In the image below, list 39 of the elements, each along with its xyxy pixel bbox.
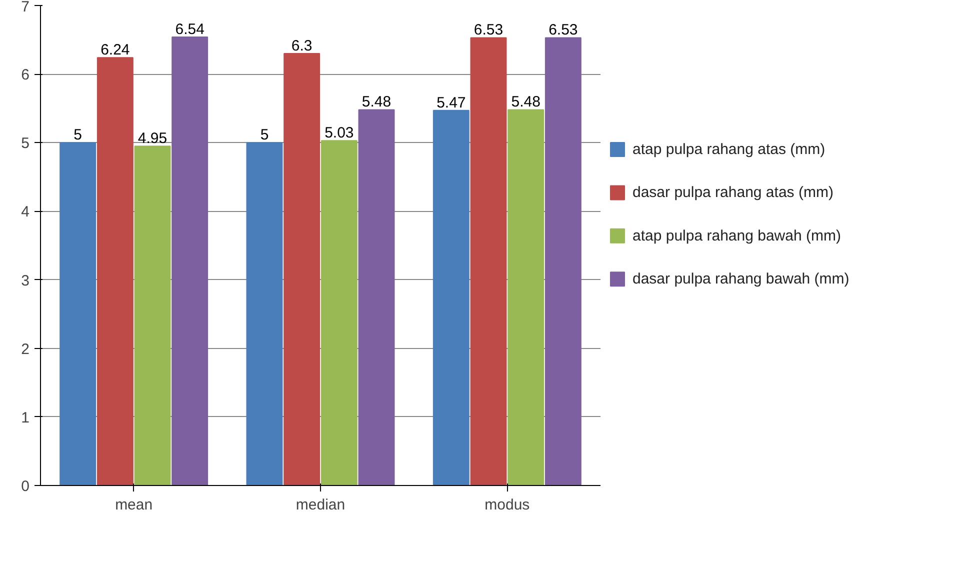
data-label: 6.53	[474, 22, 504, 39]
legend-label: atap pulpa rahang atas (mm)	[632, 141, 826, 158]
data-label: 6.54	[175, 21, 204, 38]
data-label: 5	[260, 126, 269, 144]
data-label: 6.3	[291, 38, 312, 54]
legend-label: atap pulpa rahang bawah (mm)	[632, 227, 841, 244]
data-label: 5.48	[362, 94, 392, 111]
bar	[432, 110, 470, 486]
bar	[320, 140, 358, 486]
y-tick-label: 1	[21, 409, 30, 426]
bar	[358, 109, 395, 486]
y-tick-label: 7	[21, 0, 30, 16]
x-tick-label: median	[296, 496, 346, 514]
bar	[60, 142, 96, 486]
legend-label: dasar pulpa rahang atas (mm)	[632, 184, 834, 202]
y-tick-label: 6	[21, 66, 30, 84]
data-label: 6.53	[548, 22, 578, 39]
bar	[134, 146, 171, 486]
bar	[544, 37, 582, 486]
data-label: 5.03	[324, 124, 354, 142]
bar	[470, 37, 507, 486]
data-label: 4.95	[138, 130, 168, 148]
legend-label: dasar pulpa rahang bawah (mm)	[632, 270, 850, 288]
y-tick-label: 5	[21, 135, 30, 152]
y-tick-label: 3	[21, 272, 30, 290]
bar	[246, 142, 283, 486]
data-label: 6.24	[100, 42, 130, 59]
x-tick-label: mean	[115, 496, 153, 514]
data-label: 5	[74, 126, 82, 144]
y-tick-label: 2	[21, 340, 30, 358]
bar	[284, 53, 320, 486]
bar	[172, 36, 208, 486]
bar	[96, 57, 134, 486]
x-tick-label: modus	[484, 496, 530, 514]
data-label: 5.48	[511, 94, 540, 111]
y-tick-label: 0	[21, 478, 30, 495]
bar	[508, 109, 544, 486]
y-tick-label: 4	[21, 204, 30, 221]
data-label: 5.47	[436, 94, 466, 112]
